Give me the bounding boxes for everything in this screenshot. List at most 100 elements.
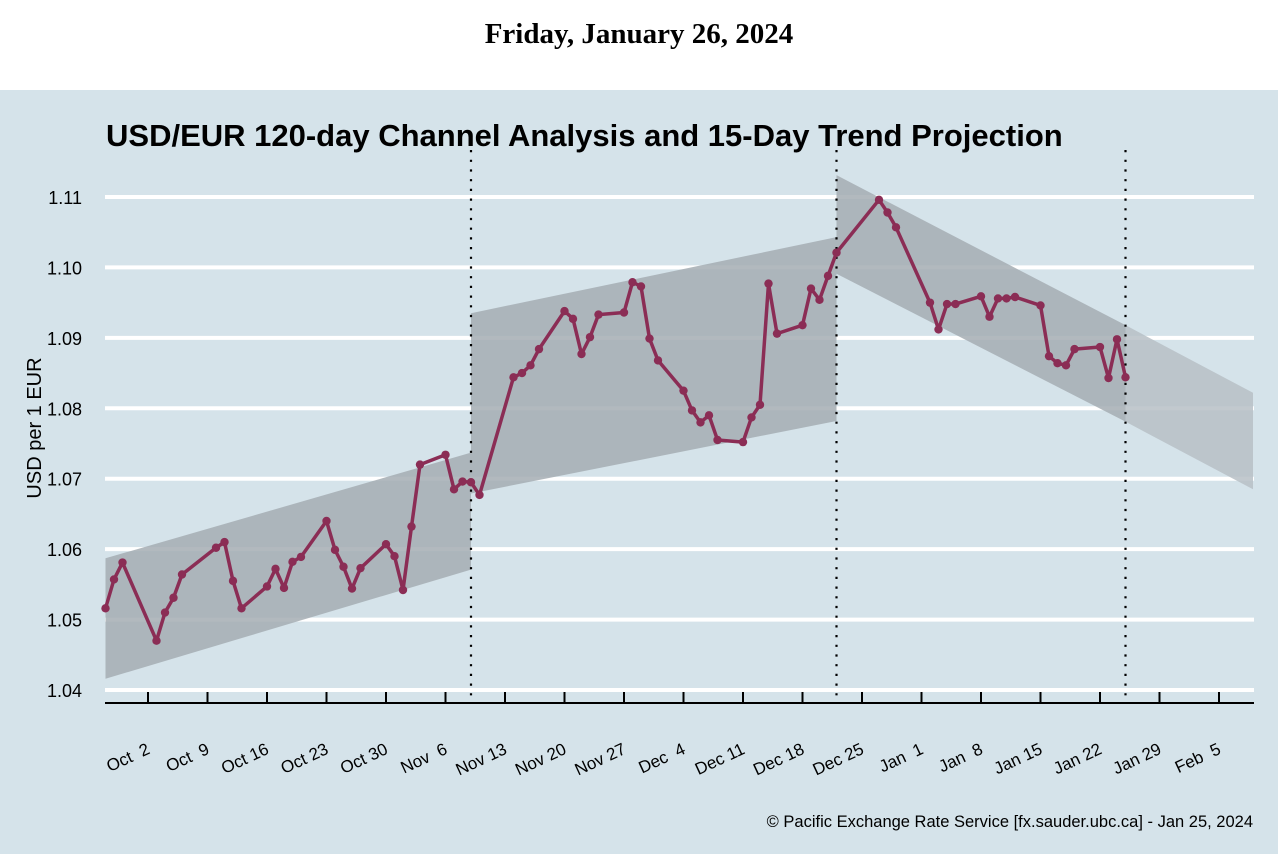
y-tick-label: 1.07	[47, 470, 82, 490]
x-tick-label: Jan 22	[1050, 739, 1104, 778]
data-point	[738, 437, 748, 447]
data-point	[1112, 335, 1122, 344]
data-point	[441, 450, 450, 459]
x-tick-label: Feb 5	[1172, 739, 1224, 777]
y-tick-label: 1.11	[48, 188, 82, 208]
data-point	[449, 485, 459, 494]
data-point	[322, 516, 331, 526]
x-tick-label: Oct 16	[218, 739, 271, 777]
data-point	[228, 576, 238, 586]
data-point	[934, 325, 943, 334]
data-point	[653, 356, 663, 365]
data-point	[271, 564, 280, 574]
data-point	[415, 460, 425, 469]
x-tick-label: Oct 23	[278, 739, 331, 777]
projection-band	[1125, 325, 1253, 490]
data-point	[347, 584, 357, 593]
x-tick-label: Dec 4	[636, 739, 689, 777]
data-point	[925, 298, 935, 307]
data-point	[636, 282, 646, 291]
data-point	[713, 435, 722, 445]
data-point	[407, 522, 416, 531]
data-point	[211, 543, 221, 552]
x-tick-label: Dec 11	[692, 739, 748, 778]
channel-layer	[105, 175, 1253, 679]
chart-title: USD/EUR 120-day Channel Analysis and 15-…	[106, 118, 1063, 153]
data-point	[577, 349, 586, 359]
channel-1-band	[105, 452, 471, 679]
data-point	[1104, 373, 1113, 383]
data-point	[458, 477, 467, 486]
data-point	[330, 545, 340, 555]
data-point	[874, 195, 884, 205]
data-point	[883, 208, 892, 217]
data-point	[109, 575, 119, 584]
data-point	[993, 294, 1003, 303]
y-tick-label: 1.04	[47, 681, 82, 701]
footer-credit: © Pacific Exchange Rate Service [fx.saud…	[767, 813, 1253, 831]
x-tick-label: Nov 13	[453, 739, 510, 779]
channel-2-band	[471, 237, 837, 494]
y-axis-label: USD per 1 EUR	[24, 357, 46, 498]
date-header: Friday, January 26, 2024	[0, 0, 1278, 90]
y-tick-label: 1.05	[47, 611, 82, 631]
data-point	[237, 604, 246, 613]
data-point	[976, 292, 986, 301]
x-tick-label: Nov 6	[398, 739, 451, 777]
y-tick-label: 1.08	[47, 399, 82, 419]
data-point	[1010, 292, 1020, 302]
data-point	[747, 413, 756, 422]
data-point	[296, 552, 306, 562]
y-tick-label: 1.10	[47, 258, 82, 278]
data-point	[534, 344, 544, 354]
data-point	[594, 310, 603, 319]
data-point	[1044, 351, 1054, 361]
data-point	[1095, 342, 1105, 352]
data-point	[645, 334, 654, 343]
data-point	[177, 570, 187, 579]
x-tick-label: Jan 1	[876, 739, 926, 776]
x-tick-label: Oct 2	[104, 739, 153, 775]
y-tick-label: 1.09	[47, 329, 82, 349]
x-tick-label: Jan 29	[1110, 739, 1164, 778]
x-tick-label: Nov 20	[512, 739, 569, 779]
data-point	[772, 329, 782, 338]
data-point	[585, 332, 595, 342]
x-tick-label: Oct 9	[163, 739, 212, 775]
data-point	[381, 540, 391, 549]
data-point	[951, 299, 960, 309]
data-point	[475, 490, 484, 500]
data-point	[356, 563, 365, 573]
data-point	[687, 406, 697, 415]
x-tick-label: Oct 30	[337, 739, 390, 777]
data-point	[509, 373, 518, 382]
axis-layer: Oct 2 Oct 9 Oct 16 Oct 23 Oct 30 Nov 6 Nov 13 N…	[104, 692, 1254, 779]
data-point	[1002, 294, 1011, 303]
data-point	[160, 608, 170, 617]
data-point	[823, 271, 833, 281]
data-point	[560, 306, 569, 316]
data-point	[169, 593, 178, 602]
data-point	[517, 368, 527, 378]
data-point	[1053, 359, 1062, 368]
data-point	[798, 320, 807, 330]
data-point	[101, 604, 110, 613]
data-point	[832, 248, 841, 257]
data-point	[679, 386, 688, 395]
data-point	[526, 361, 535, 370]
data-point	[466, 478, 476, 487]
data-point	[619, 308, 629, 317]
data-point	[288, 557, 297, 567]
data-point	[390, 551, 399, 561]
data-point	[815, 295, 824, 305]
line-layer	[101, 195, 1130, 645]
data-point	[764, 279, 773, 288]
data-point	[262, 582, 272, 591]
data-point	[696, 418, 705, 427]
data-point	[891, 223, 901, 232]
data-point	[1036, 301, 1045, 310]
x-tick-label: Dec 25	[810, 739, 867, 779]
date-text: Friday, January 26, 2024	[484, 18, 794, 50]
x-tick-label: Jan 8	[936, 739, 986, 776]
